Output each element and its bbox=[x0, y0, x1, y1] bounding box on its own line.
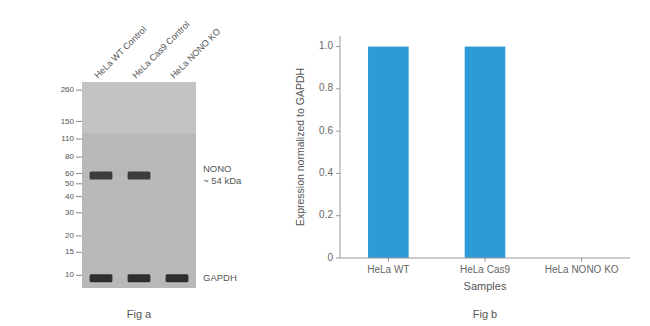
band-label-line: GAPDH bbox=[203, 272, 237, 283]
marker-label: 15 bbox=[65, 247, 74, 256]
marker-tick bbox=[76, 139, 82, 140]
marker-label: 150 bbox=[61, 117, 75, 126]
marker-tick bbox=[76, 121, 82, 122]
band-label: GAPDH bbox=[203, 272, 237, 283]
background bbox=[0, 0, 650, 326]
marker-tick bbox=[76, 90, 82, 91]
band-label-line: ~ 54 kDa bbox=[203, 175, 242, 186]
y-tick-label: 0.2 bbox=[319, 209, 333, 220]
gel bbox=[82, 82, 196, 288]
x-axis-label: Samples bbox=[464, 280, 507, 292]
marker-tick bbox=[76, 183, 82, 184]
marker-tick bbox=[76, 157, 82, 158]
marker-tick bbox=[76, 173, 82, 174]
band bbox=[90, 171, 113, 179]
band-label: NONO~ 54 kDa bbox=[203, 163, 242, 186]
y-tick bbox=[336, 258, 340, 259]
marker-label: 110 bbox=[61, 134, 74, 143]
marker-tick bbox=[76, 196, 82, 197]
bar bbox=[368, 47, 409, 258]
y-tick-label: 0 bbox=[327, 252, 333, 263]
marker-label: 260 bbox=[61, 85, 75, 94]
y-tick-label: 1.0 bbox=[319, 40, 333, 51]
y-tick-label: 0.4 bbox=[319, 167, 333, 178]
x-tick bbox=[388, 258, 389, 262]
marker-tick bbox=[76, 252, 82, 253]
x-tick-label: HeLa WT bbox=[367, 264, 409, 275]
x-tick bbox=[581, 258, 582, 262]
y-tick-label: 0.6 bbox=[319, 125, 333, 136]
y-tick bbox=[336, 88, 340, 89]
marker-label: 80 bbox=[65, 152, 74, 161]
band bbox=[128, 171, 151, 179]
marker-tick bbox=[76, 235, 82, 236]
gel-top bbox=[82, 82, 196, 134]
marker-label: 30 bbox=[65, 208, 74, 217]
marker-label: 60 bbox=[65, 169, 74, 178]
bar-panel: 0 0.2 0.4 0.6 0.8 1.0 HeLa WT HeLa Cas9 HeLa NON… bbox=[294, 36, 630, 320]
bands bbox=[90, 171, 189, 282]
panel-label: Fig a bbox=[127, 308, 152, 320]
bars bbox=[368, 47, 505, 258]
marker-tick bbox=[76, 212, 82, 213]
marker-tick bbox=[76, 275, 82, 276]
y-tick bbox=[336, 46, 340, 47]
marker-label: 50 bbox=[65, 179, 74, 188]
band bbox=[128, 274, 151, 282]
y-tick bbox=[336, 215, 340, 216]
panel-label: Fig b bbox=[473, 308, 497, 320]
y-tick bbox=[336, 131, 340, 132]
bar bbox=[465, 47, 506, 258]
y-axis-label: Expression normalized to GAPDH bbox=[294, 68, 306, 226]
x-tick bbox=[485, 258, 486, 262]
figure: NONO~ 54 kDaGAPDH26015011080605040302015… bbox=[0, 0, 650, 326]
y-axis bbox=[340, 36, 341, 258]
x-tick-label: HeLa Cas9 bbox=[460, 264, 510, 275]
lane-label: HeLa NONO KO bbox=[168, 26, 222, 80]
blot-panel: NONO~ 54 kDa GAPDH 260 150 110 80 6050 40 30 20 15… bbox=[61, 19, 242, 320]
y-tick-label: 0.8 bbox=[319, 82, 333, 93]
marker-label: 20 bbox=[65, 231, 74, 240]
x-tick-label: HeLa NONO KO bbox=[545, 264, 619, 275]
band bbox=[166, 274, 189, 282]
band-label-line: NONO bbox=[203, 163, 232, 174]
band bbox=[90, 274, 113, 282]
marker-label: 10 bbox=[65, 270, 74, 279]
marker-label: 40 bbox=[65, 192, 74, 201]
y-tick bbox=[336, 173, 340, 174]
